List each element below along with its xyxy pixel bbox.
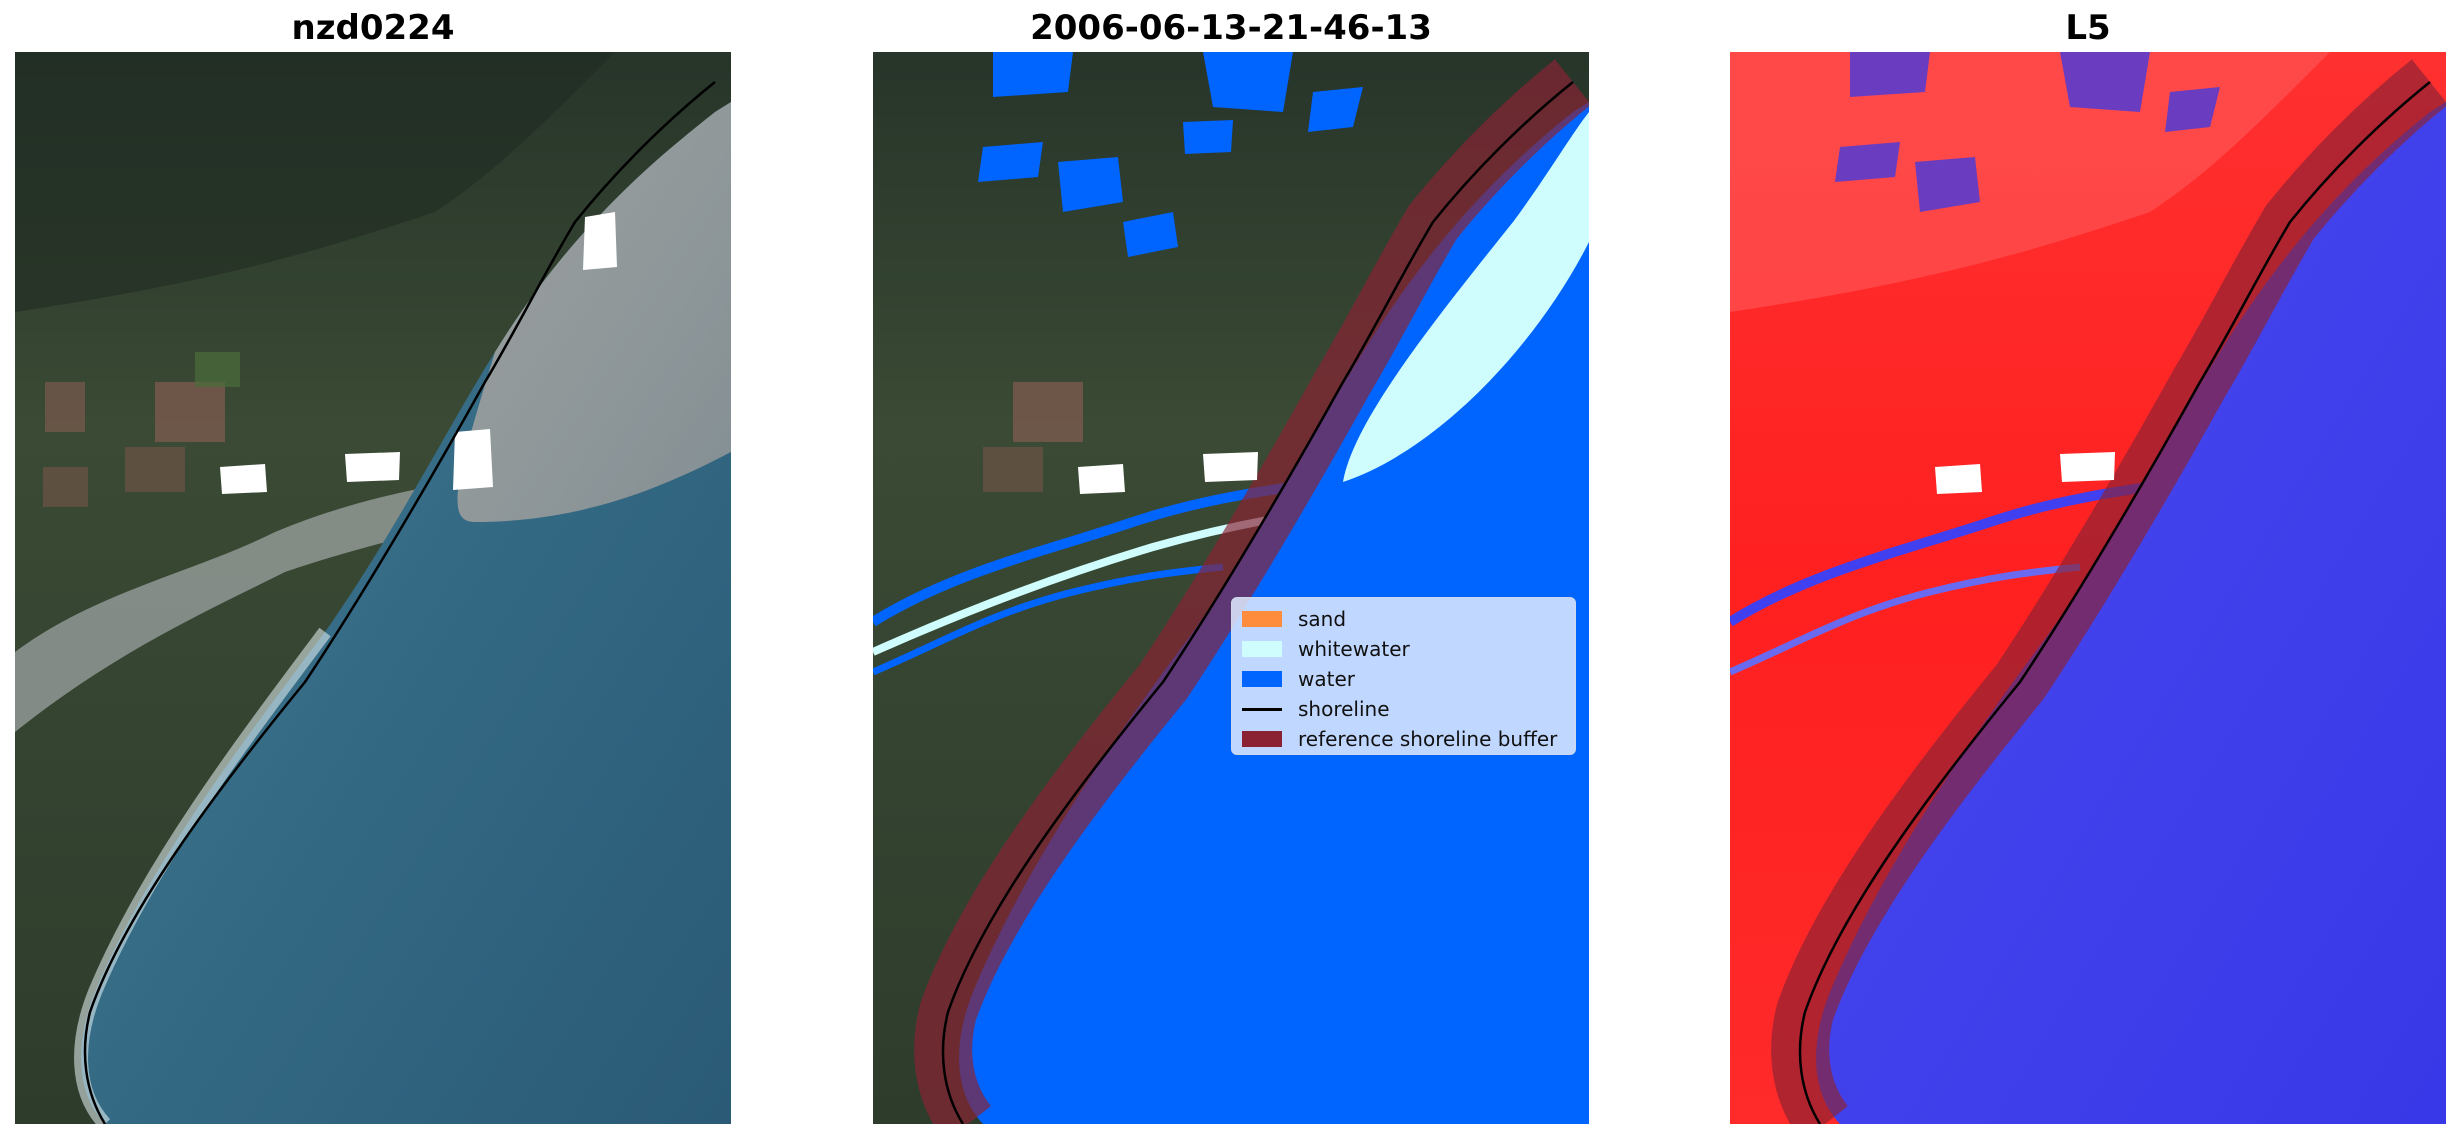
water-class-region: [993, 52, 1073, 97]
legend-label-whitewater: whitewater: [1298, 637, 1410, 661]
shoreline: [1798, 81, 2431, 1124]
water-class-region: [1183, 120, 1233, 154]
shoreline: [941, 81, 1574, 1124]
legend-swatch-whitewater: [1242, 641, 1282, 657]
cloud-mask: [1203, 452, 1258, 482]
water-class-region: [1123, 212, 1178, 257]
panel-title-rgb: nzd0224: [291, 8, 455, 48]
cloud-mask: [1078, 464, 1125, 494]
farm-field: [45, 382, 85, 432]
legend-item-whitewater: whitewater: [1242, 634, 1565, 664]
legend-item-buffer: reference shoreline buffer: [1242, 724, 1565, 754]
legend-swatch-water: [1242, 671, 1282, 687]
panel-title-classification: 2006-06-13-21-46-13: [1030, 8, 1432, 48]
rgb-satellite-image: [15, 52, 731, 1124]
index-image: [1730, 52, 2446, 1124]
legend-label-shoreline: shoreline: [1298, 697, 1390, 721]
river-negative-index: [1730, 563, 2081, 676]
water-class-region: [1203, 52, 1293, 112]
shoreline: [83, 81, 716, 1124]
whitewater-class-region: [1343, 112, 1589, 482]
panel-title-index: L5: [2065, 8, 2111, 48]
legend-swatch-buffer: [1242, 731, 1282, 747]
surf-zone: [74, 627, 331, 1124]
legend-label-buffer: reference shoreline buffer: [1298, 727, 1558, 751]
classification-image: [873, 52, 1589, 1124]
farm-field: [155, 382, 225, 442]
legend-item-sand: sand: [1242, 604, 1565, 634]
negative-index-patch: [1915, 157, 1980, 212]
farm-field: [195, 352, 240, 387]
rgb-image-panel: [15, 52, 731, 1124]
braided-river-water: [873, 563, 1224, 676]
negative-index-patch: [1850, 52, 1930, 97]
legend-line-shoreline: [1242, 707, 1282, 711]
farm-field: [43, 467, 88, 507]
mountain-shading: [15, 52, 615, 312]
cloud-mask: [220, 464, 267, 494]
legend: sand whitewater water shoreline referenc…: [1231, 597, 1576, 755]
cloud-mask: [345, 452, 400, 482]
cloud-mask: [583, 212, 617, 270]
classification-panel: [873, 52, 1589, 1124]
index-panel: [1730, 52, 2446, 1124]
negative-index-patch: [1835, 142, 1900, 182]
legend-swatch-sand: [1242, 611, 1282, 627]
legend-label-water: water: [1298, 667, 1355, 691]
negative-index-patch: [2060, 52, 2150, 112]
farm-field: [1013, 382, 1083, 442]
water-class-region: [1058, 157, 1123, 212]
negative-index-patch: [2165, 87, 2220, 132]
legend-item-water: water: [1242, 664, 1565, 694]
water-class-region: [1308, 87, 1363, 132]
cloud-mask: [1935, 464, 1982, 494]
braided-river-bed: [15, 482, 485, 732]
cloud-mask: [453, 429, 493, 490]
sediment-plume: [457, 102, 731, 522]
water-class-region: [978, 142, 1043, 182]
ocean-negative-index: [1816, 102, 2446, 1124]
legend-item-shoreline: shoreline: [1242, 694, 1565, 724]
farm-field: [125, 447, 185, 492]
cloud-mask: [2060, 452, 2115, 482]
farm-field: [983, 447, 1043, 492]
legend-label-sand: sand: [1298, 607, 1347, 631]
